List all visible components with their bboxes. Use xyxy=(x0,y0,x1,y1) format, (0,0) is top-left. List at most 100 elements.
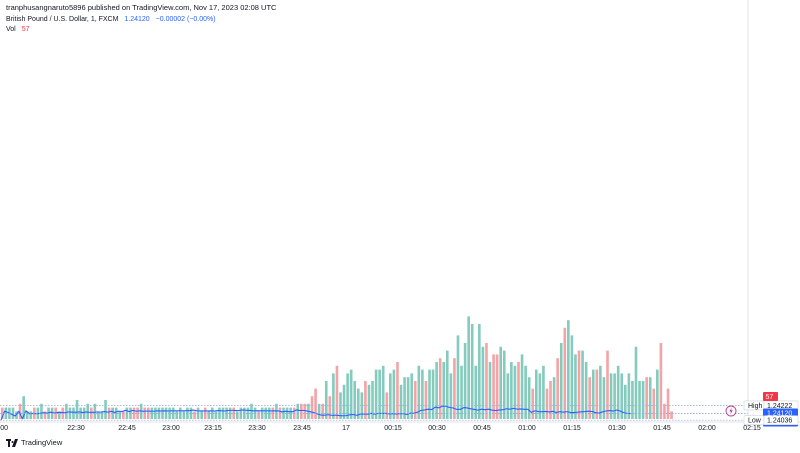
volume-bar xyxy=(150,407,154,419)
volume-bar xyxy=(648,377,652,419)
volume-bar xyxy=(18,403,22,419)
volume-bar xyxy=(332,373,335,419)
volume-bar xyxy=(620,373,624,419)
high-label: High xyxy=(748,403,763,410)
volume-bar xyxy=(556,358,559,419)
volume-bar xyxy=(93,403,97,419)
volume-bar xyxy=(118,411,122,419)
volume-bar xyxy=(613,373,616,419)
symbol-legend[interactable]: British Pound / U.S. Dollar, 1, FXCM 1.2… xyxy=(6,16,216,23)
volume-bar xyxy=(275,403,278,419)
volume-bar xyxy=(599,365,602,419)
volume-bar xyxy=(228,407,232,419)
volume-bar xyxy=(538,373,542,419)
volume-bar xyxy=(549,381,552,419)
volume-bar xyxy=(478,324,481,419)
volume-bar xyxy=(321,403,324,419)
volume-bar xyxy=(257,411,260,419)
volume-bar xyxy=(282,407,285,419)
tradingview-logo-icon xyxy=(6,438,18,447)
volume-bar xyxy=(175,411,179,419)
volume-bar xyxy=(300,403,303,419)
volume-bar xyxy=(552,377,556,419)
time-tick-label: 01:15 xyxy=(563,425,581,432)
volume-bar xyxy=(510,362,513,419)
volume-bar xyxy=(43,411,47,419)
volume-bar xyxy=(531,388,535,419)
volume-bar xyxy=(193,411,196,419)
volume-bar xyxy=(453,358,456,419)
volume-bar xyxy=(609,373,613,419)
volume-bar xyxy=(303,403,307,419)
time-tick-label: 23:15 xyxy=(204,425,222,432)
volume-bar xyxy=(225,407,228,419)
volume-bar xyxy=(342,384,346,419)
volume-bar xyxy=(385,392,389,419)
volume-bar xyxy=(641,381,645,419)
volume-bar xyxy=(15,411,18,419)
footer-brand[interactable]: TradingView xyxy=(6,438,62,447)
volume-bar xyxy=(154,407,157,419)
volume-bar xyxy=(189,407,193,419)
volume-bar xyxy=(250,403,253,419)
price-line-layer xyxy=(0,405,748,421)
volume-bar xyxy=(428,369,431,419)
volume-bar xyxy=(502,350,506,419)
volume-bar xyxy=(456,335,460,419)
volume-bar xyxy=(65,403,68,419)
time-tick-label: 23:45 xyxy=(293,425,311,432)
volume-bar xyxy=(435,362,438,419)
volume-legend[interactable]: Vol 57 xyxy=(6,26,29,33)
volume-bar xyxy=(517,362,520,419)
volume-bar xyxy=(75,400,79,419)
volume-bar xyxy=(285,407,289,419)
volume-bar xyxy=(357,388,360,419)
volume-bar xyxy=(499,346,502,419)
low-label: Low xyxy=(748,418,762,425)
volume-bar xyxy=(481,346,485,419)
volume-bar xyxy=(449,373,453,419)
time-tick-label: 17 xyxy=(342,425,350,432)
lightning-bolt xyxy=(729,407,733,415)
volume-bar xyxy=(638,381,641,419)
time-tick-label: :00 xyxy=(0,425,8,432)
volume-bar xyxy=(567,320,570,419)
volume-bar xyxy=(200,411,203,419)
volume-bar xyxy=(403,377,406,419)
volume-bar xyxy=(314,388,317,419)
time-tick-label: 00:45 xyxy=(473,425,491,432)
volume-bar xyxy=(406,377,410,419)
time-tick-label: 23:30 xyxy=(248,425,266,432)
volume-bar xyxy=(364,381,367,419)
volume-bar xyxy=(264,407,268,419)
time-tick-label: 22:45 xyxy=(118,425,136,432)
volume-bar xyxy=(470,324,474,419)
volume-bar xyxy=(371,381,374,419)
volume-bar xyxy=(513,365,517,419)
time-tick-label: 01:30 xyxy=(608,425,626,432)
volume-bar xyxy=(100,411,104,419)
volume-bar xyxy=(111,407,114,419)
volume-label: Vol xyxy=(6,26,16,33)
volume-bar xyxy=(577,350,581,419)
published-by-line: tranphusangnaruto5896 published on Tradi… xyxy=(6,3,277,12)
volume-bar xyxy=(446,350,449,419)
volume-bar xyxy=(349,369,353,419)
volume-bar xyxy=(399,384,403,419)
volume-bar xyxy=(559,343,563,419)
last-price-value: 1.24120 xyxy=(767,411,792,418)
volume-bar xyxy=(652,388,656,419)
high-value: 1.24222 xyxy=(767,403,792,410)
volume-axis-value: 57 xyxy=(766,394,774,401)
volume-bar xyxy=(527,377,531,419)
volume-bar xyxy=(335,365,339,419)
volume-bar xyxy=(659,343,663,419)
volume-bar xyxy=(389,373,392,419)
volume-bar xyxy=(488,362,492,419)
volume-bar xyxy=(666,388,670,419)
volume-bar xyxy=(396,362,399,419)
volume-bar xyxy=(524,365,527,419)
volume-bar xyxy=(417,365,421,419)
